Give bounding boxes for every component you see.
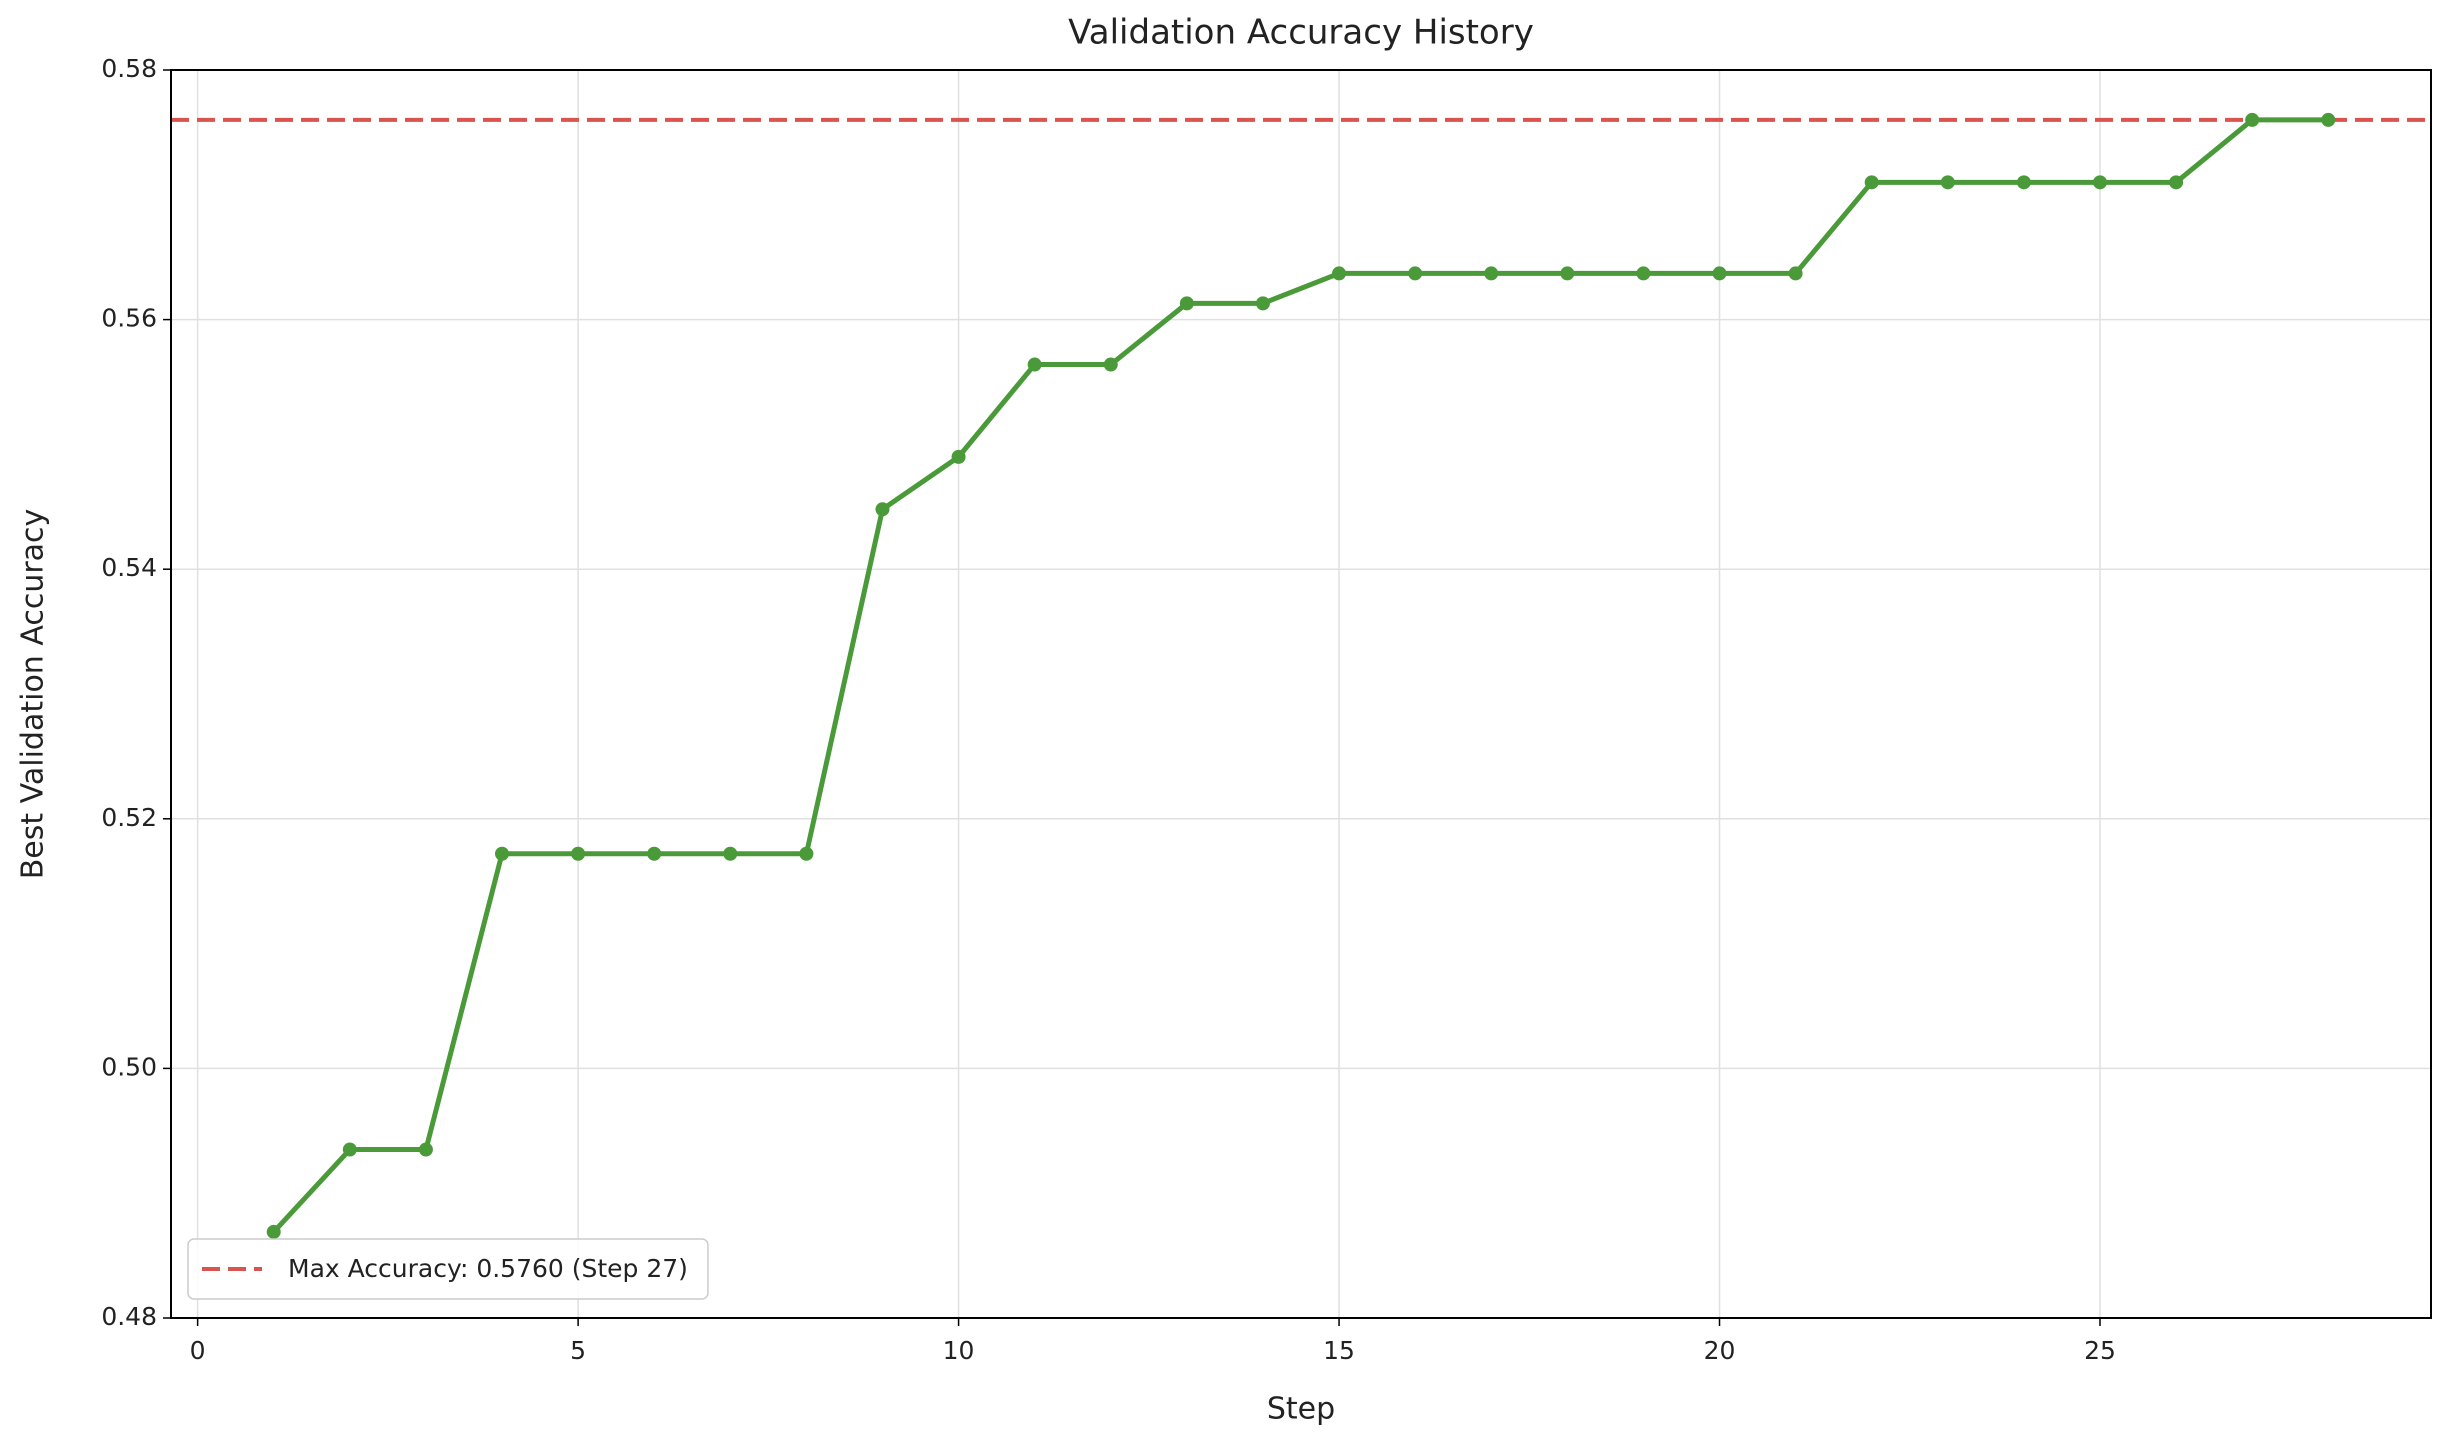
data-point xyxy=(1179,296,1194,311)
data-point xyxy=(951,449,966,464)
y-tick-label: 0.54 xyxy=(101,553,157,582)
data-point xyxy=(799,846,814,861)
chart-title: Validation Accuracy History xyxy=(1068,13,1534,53)
x-tick-label: 15 xyxy=(1323,1336,1355,1365)
data-point xyxy=(1332,266,1347,281)
data-point xyxy=(647,846,662,861)
data-point xyxy=(342,1142,357,1157)
data-point xyxy=(1255,296,1270,311)
x-tick-label: 5 xyxy=(570,1336,586,1365)
data-point xyxy=(723,846,738,861)
data-point xyxy=(875,502,890,517)
y-axis-label: Best Validation Accuracy xyxy=(16,509,51,880)
plot-frame xyxy=(170,69,2432,1319)
data-point xyxy=(1636,266,1651,281)
data-point xyxy=(1408,266,1423,281)
y-tick-label: 0.48 xyxy=(101,1302,157,1331)
data-point xyxy=(1864,175,1879,190)
data-point xyxy=(2092,175,2107,190)
x-tick-label: 20 xyxy=(1704,1336,1736,1365)
legend-label: Max Accuracy: 0.5760 (Step 27) xyxy=(288,1254,688,1283)
x-tick-label: 0 xyxy=(190,1336,206,1365)
data-point xyxy=(2016,175,2031,190)
data-point xyxy=(1027,357,1042,372)
data-point xyxy=(1103,357,1118,372)
legend xyxy=(187,1238,709,1300)
series-line xyxy=(271,117,2329,1234)
y-tick-label: 0.52 xyxy=(101,803,157,832)
y-tick-label: 0.58 xyxy=(101,54,157,83)
data-point xyxy=(2321,112,2336,127)
y-tick-label: 0.56 xyxy=(101,304,157,333)
data-point xyxy=(495,846,510,861)
data-point xyxy=(1788,266,1803,281)
x-tick-label: 10 xyxy=(943,1336,975,1365)
data-point xyxy=(1560,266,1575,281)
x-tick-label: 25 xyxy=(2084,1336,2116,1365)
data-point xyxy=(1940,175,1955,190)
data-point xyxy=(571,846,586,861)
data-point xyxy=(266,1224,281,1239)
data-point xyxy=(418,1142,433,1157)
data-point xyxy=(1712,266,1727,281)
data-point xyxy=(2245,112,2260,127)
y-tick-label: 0.50 xyxy=(101,1052,157,1081)
data-point xyxy=(2169,175,2184,190)
data-point xyxy=(1484,266,1499,281)
x-axis-label: Step xyxy=(1267,1392,1335,1427)
